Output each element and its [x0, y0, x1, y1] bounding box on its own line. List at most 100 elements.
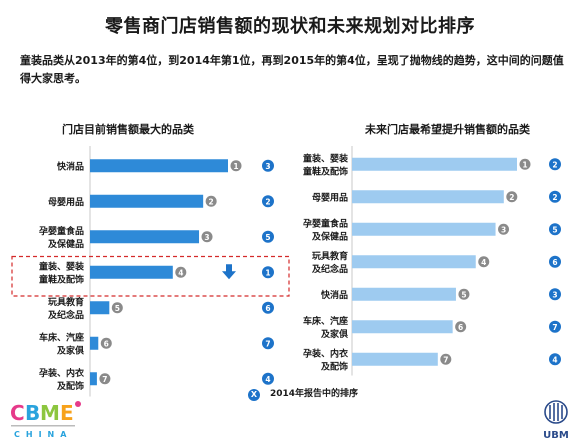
left-rank-2014-label: 2 — [265, 197, 270, 206]
ubm-logo-mark — [544, 400, 568, 424]
left-category-label: 及保健品 — [48, 238, 84, 250]
right-bar — [352, 287, 456, 301]
trend-down-arrow-icon — [222, 264, 236, 280]
right-bar — [352, 320, 453, 334]
right-category-label: 童鞋及配饰 — [303, 165, 348, 177]
left-rank-circle — [201, 231, 213, 243]
right-rank-label: 2 — [509, 193, 514, 202]
left-rank-2014-label: 4 — [265, 375, 270, 384]
ubm-logo: UBM — [543, 400, 569, 441]
left-category-label: 车床、汽座 — [39, 331, 84, 343]
right-category-label: 快消品 — [321, 289, 348, 301]
right-category-label: 孕装、内衣 — [303, 347, 348, 359]
right-rank-2014-circle — [549, 353, 561, 366]
legend-text: 2014年报告中的排序 — [270, 389, 359, 399]
left-category-label: 及家俱 — [57, 344, 84, 356]
cbme-logo-dot — [75, 401, 81, 407]
right-rank-circle — [498, 223, 510, 235]
legend-badge: X — [248, 389, 260, 401]
right-rank-label: 1 — [522, 160, 527, 169]
right-rank-label: 3 — [501, 225, 506, 234]
right-rank-2014-circle — [549, 320, 561, 333]
right-bar — [352, 222, 496, 236]
left-rank-label: 2 — [209, 197, 214, 206]
left-rank-2014-circle — [262, 159, 274, 172]
highlight-box — [11, 255, 290, 297]
left-rank-2014-label: 6 — [265, 304, 270, 313]
left-rank-2014-circle — [262, 337, 274, 350]
left-bar — [90, 301, 110, 315]
right-rank-2014-label: 6 — [552, 258, 557, 267]
right-category-label: 及纪念品 — [312, 263, 348, 275]
right-rank-label: 7 — [443, 355, 448, 364]
left-rank-label: 4 — [178, 268, 183, 277]
left-category-label: 及纪念品 — [48, 309, 84, 321]
left-bar — [90, 194, 204, 208]
left-bar — [90, 230, 200, 244]
right-rank-2014-label: 7 — [552, 323, 557, 332]
right-rank-2014-circle — [549, 223, 561, 236]
ubm-logo-text: UBM — [543, 430, 569, 441]
left-rank-label: 1 — [233, 162, 238, 171]
cbme-letter-b: B — [25, 401, 40, 425]
right-category-label: 及家俱 — [321, 328, 348, 340]
left-rank-2014-label: 7 — [265, 339, 270, 348]
right-category-label: 车床、汽座 — [303, 315, 348, 327]
cbme-logo-sub: CHINA — [14, 430, 72, 439]
right-category-label: 及保健品 — [312, 230, 348, 242]
left-rank-circle — [111, 302, 123, 314]
left-rank-2014-circle — [262, 195, 274, 208]
right-category-label: 童装、婴装 — [303, 152, 349, 164]
right-rank-label: 6 — [458, 323, 463, 332]
right-category-label: 及配饰 — [321, 360, 348, 372]
left-category-label: 及配饰 — [57, 380, 84, 392]
cbme-logo-rule — [11, 425, 75, 427]
right-rank-2014-circle — [549, 288, 561, 301]
left-bar — [90, 372, 97, 386]
right-rank-circle — [458, 288, 470, 300]
cbme-logo-letters: C B M E — [10, 401, 81, 425]
right-rank-circle — [455, 321, 467, 333]
left-rank-2014-circle — [262, 301, 274, 314]
left-rank-2014-circle — [262, 372, 274, 385]
left-rank-circle — [175, 266, 187, 278]
left-category-label: 童鞋及配饰 — [39, 273, 84, 285]
left-category-label: 孕装、内衣 — [39, 367, 84, 379]
left-category-label: 童装、婴装 — [39, 260, 85, 272]
left-rank-2014-label: 3 — [265, 162, 270, 171]
page-title: 零售商门店销售额的现状和未来规划对比排序 — [105, 16, 475, 37]
cbme-letter-c: C — [10, 401, 25, 425]
left-rank-2014-label: 5 — [265, 233, 270, 242]
left-rank-label: 7 — [102, 375, 107, 384]
subtitle: 童装品类从2013年的第4位，到2014年第1位，再到2015年的第4位，呈现了… — [20, 54, 564, 85]
right-rank-2014-label: 2 — [552, 193, 557, 202]
right-rank-circle — [440, 353, 452, 365]
left-category-label: 母婴用品 — [48, 196, 84, 208]
left-category-label: 玩具教育 — [48, 296, 84, 308]
left-rank-circle — [99, 373, 111, 385]
right-category-label: 玩具教育 — [312, 250, 348, 262]
left-rank-label: 5 — [115, 304, 120, 313]
right-rank-circle — [506, 191, 518, 203]
left-rank-label: 3 — [204, 233, 209, 242]
right-rank-circle — [519, 158, 531, 170]
left-category-label: 快消品 — [57, 160, 84, 172]
right-rank-2014-circle — [549, 158, 561, 171]
right-bar — [352, 352, 438, 366]
right-rank-2014-label: 2 — [552, 160, 557, 169]
left-bar — [90, 265, 173, 279]
right-bar — [352, 157, 517, 171]
right-bar — [352, 255, 476, 269]
left-rank-2014-circle — [262, 266, 274, 279]
right-rank-2014-label: 4 — [552, 355, 557, 364]
right-rank-2014-label: 5 — [552, 225, 557, 234]
right-chart-title: 未来门店最希望提升销售额的品类 — [365, 123, 530, 136]
left-rank-circle — [100, 337, 112, 349]
right-category-label: 孕婴童食品 — [303, 217, 348, 229]
left-category-label: 孕婴童食品 — [39, 225, 84, 237]
right-rank-2014-label: 3 — [552, 290, 557, 299]
cbme-logo: C B M E CHINA — [10, 401, 81, 439]
right-rank-2014-circle — [549, 190, 561, 203]
left-rank-2014-label: 1 — [265, 268, 270, 277]
